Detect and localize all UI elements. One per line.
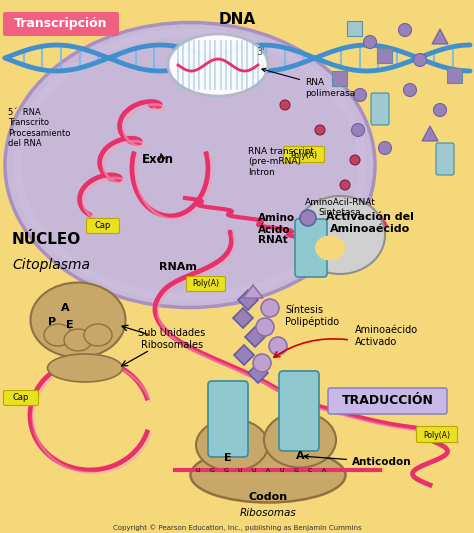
FancyBboxPatch shape — [377, 47, 392, 62]
Text: E: E — [66, 320, 74, 330]
FancyBboxPatch shape — [283, 147, 325, 163]
Ellipse shape — [47, 354, 122, 382]
Circle shape — [350, 155, 360, 165]
Text: Transcripción: Transcripción — [14, 18, 108, 30]
Circle shape — [364, 36, 376, 49]
Circle shape — [253, 354, 271, 372]
FancyBboxPatch shape — [186, 277, 226, 292]
Circle shape — [256, 318, 274, 336]
Text: A: A — [322, 467, 326, 472]
FancyBboxPatch shape — [332, 70, 347, 85]
Ellipse shape — [295, 196, 385, 274]
Text: Cap: Cap — [13, 393, 29, 402]
Polygon shape — [234, 345, 254, 365]
Circle shape — [261, 299, 279, 317]
Circle shape — [399, 23, 411, 36]
Text: Aminoaécido
Activado: Aminoaécido Activado — [355, 325, 418, 346]
Ellipse shape — [315, 236, 345, 261]
Polygon shape — [243, 285, 263, 298]
Polygon shape — [238, 290, 258, 310]
Text: AminoAcil-RNAt
Sintetasa: AminoAcil-RNAt Sintetasa — [305, 198, 375, 217]
Ellipse shape — [44, 324, 72, 346]
Text: Activación del
Aminoaécido: Activación del Aminoaécido — [326, 212, 414, 233]
Ellipse shape — [84, 324, 112, 346]
Text: E: E — [224, 453, 232, 463]
Polygon shape — [432, 29, 448, 44]
Circle shape — [403, 84, 417, 96]
Circle shape — [352, 124, 365, 136]
Circle shape — [280, 100, 290, 110]
Ellipse shape — [264, 413, 336, 467]
FancyBboxPatch shape — [436, 143, 454, 175]
Text: U: U — [196, 467, 200, 472]
Text: U: U — [238, 467, 242, 472]
FancyBboxPatch shape — [3, 391, 38, 406]
Text: 5´  RNA
Transcrito
Procesamiento
del RNA: 5´ RNA Transcrito Procesamiento del RNA — [8, 108, 70, 148]
Text: TRADUCCIÓN: TRADUCCIÓN — [342, 394, 434, 408]
FancyBboxPatch shape — [371, 93, 389, 125]
Ellipse shape — [168, 34, 268, 96]
Text: C: C — [308, 467, 312, 472]
Text: A: A — [296, 451, 304, 461]
Circle shape — [315, 125, 325, 135]
Text: U: U — [252, 467, 256, 472]
Text: Poly(A): Poly(A) — [423, 431, 450, 440]
Ellipse shape — [30, 282, 126, 358]
Text: DNA: DNA — [219, 12, 255, 27]
Polygon shape — [248, 363, 268, 383]
Text: A: A — [61, 303, 69, 313]
Text: Anticodon: Anticodon — [304, 455, 411, 467]
Text: U: U — [280, 467, 284, 472]
Ellipse shape — [191, 448, 346, 503]
Text: Codon: Codon — [248, 492, 288, 502]
Text: Copyright © Pearson Education, Inc., publishing as Benjamin Cummins: Copyright © Pearson Education, Inc., pub… — [113, 524, 361, 531]
FancyBboxPatch shape — [208, 381, 248, 457]
Text: Cap: Cap — [95, 222, 111, 230]
Circle shape — [325, 205, 335, 215]
Ellipse shape — [64, 329, 92, 351]
Text: Poly(A): Poly(A) — [291, 150, 318, 159]
Text: RNA transcript
(pre-mRNA)
Intron: RNA transcript (pre-mRNA) Intron — [248, 147, 314, 177]
Text: Ribosomas: Ribosomas — [240, 508, 296, 518]
Text: RNAt: RNAt — [258, 235, 288, 245]
Text: NÚCLEO: NÚCLEO — [12, 232, 81, 247]
FancyBboxPatch shape — [328, 388, 447, 414]
Ellipse shape — [5, 22, 375, 308]
FancyBboxPatch shape — [295, 219, 327, 277]
Text: Citoplasma: Citoplasma — [12, 258, 90, 272]
Circle shape — [354, 88, 366, 101]
Circle shape — [434, 103, 447, 117]
Ellipse shape — [196, 419, 268, 471]
Circle shape — [300, 210, 316, 226]
Circle shape — [340, 180, 350, 190]
Circle shape — [413, 53, 427, 67]
Text: P: P — [48, 317, 56, 327]
FancyBboxPatch shape — [417, 426, 457, 442]
Text: Síntesis
Polipéptido: Síntesis Polipéptido — [285, 305, 339, 327]
Text: Sub Unidades
Ribosomales: Sub Unidades Ribosomales — [138, 328, 206, 350]
Polygon shape — [422, 126, 438, 141]
FancyBboxPatch shape — [279, 371, 319, 451]
FancyBboxPatch shape — [86, 219, 119, 233]
Text: G: G — [210, 467, 214, 472]
Polygon shape — [233, 308, 253, 328]
Circle shape — [379, 141, 392, 155]
FancyBboxPatch shape — [347, 20, 363, 36]
Text: Amino
Ácido: Amino Ácido — [258, 213, 295, 235]
Text: RNAm: RNAm — [159, 262, 197, 272]
FancyBboxPatch shape — [447, 68, 463, 83]
Text: Poly(A): Poly(A) — [192, 279, 219, 288]
Text: RNA
polimerasa: RNA polimerasa — [262, 68, 355, 98]
Text: G: G — [293, 467, 299, 472]
FancyBboxPatch shape — [3, 12, 119, 36]
Circle shape — [269, 337, 287, 355]
Text: A: A — [266, 467, 270, 472]
Polygon shape — [245, 327, 265, 347]
Text: Exon: Exon — [142, 153, 174, 166]
Text: 3': 3' — [256, 47, 264, 57]
Text: G: G — [224, 467, 228, 472]
